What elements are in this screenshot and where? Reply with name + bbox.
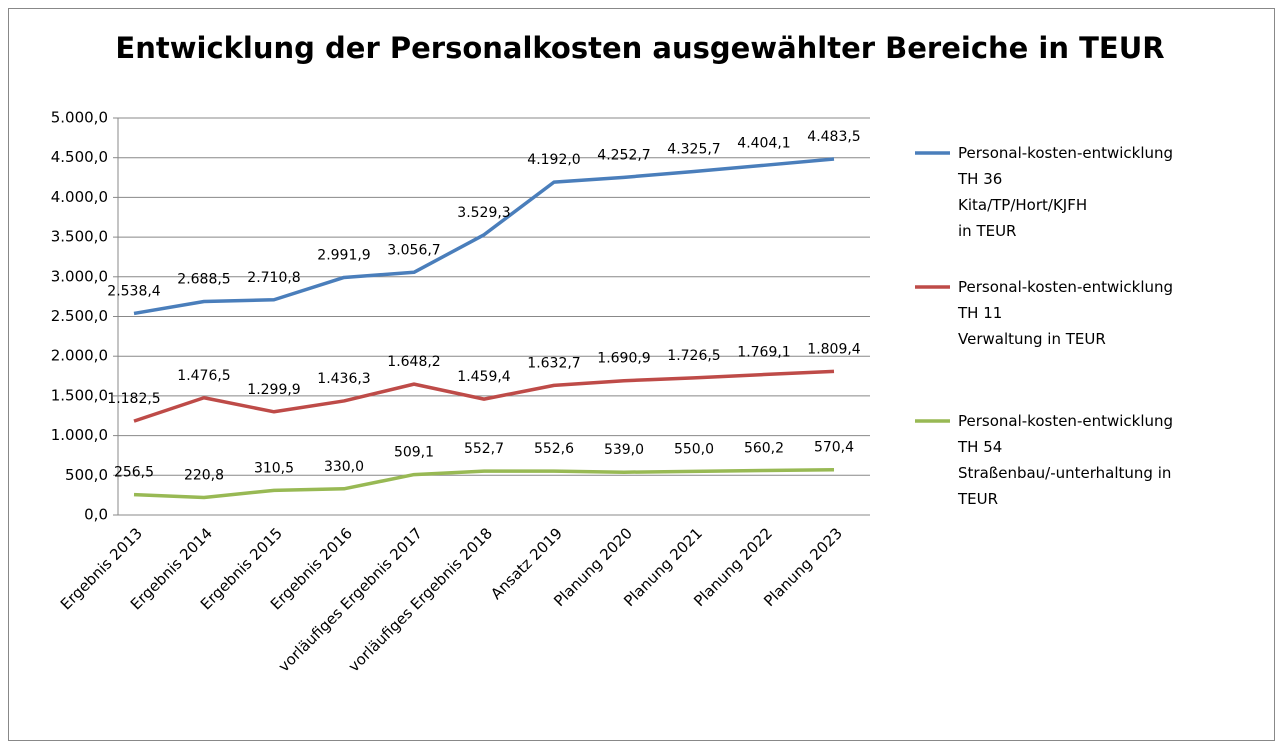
- data-label: 220,8: [184, 467, 224, 483]
- data-label: 4.252,7: [597, 147, 650, 163]
- data-label: 1.648,2: [387, 354, 440, 370]
- data-label: 1.476,5: [177, 368, 230, 384]
- data-label: 552,7: [464, 441, 504, 457]
- y-tick-label: 4.500,0: [51, 148, 108, 166]
- y-tick-label: 5.000,0: [51, 109, 108, 127]
- data-label: 509,1: [394, 445, 434, 461]
- data-label: 2.538,4: [107, 283, 161, 299]
- series-line: [133, 157, 835, 316]
- data-label: 570,4: [814, 440, 854, 456]
- data-label: 1.690,9: [597, 351, 650, 367]
- data-label: 256,5: [114, 465, 154, 481]
- data-label: 1.632,7: [527, 355, 580, 371]
- legend-label: Personal-kosten-entwicklung TH 36 Kita/T…: [958, 144, 1174, 240]
- y-tick-label: 0,0: [84, 506, 108, 524]
- y-tick-label: 3.000,0: [51, 267, 108, 285]
- data-label: 2.710,8: [247, 270, 300, 286]
- data-label: 550,0: [674, 441, 714, 457]
- data-label: 2.991,9: [317, 247, 370, 263]
- y-tick-label: 2.000,0: [51, 347, 108, 365]
- data-label: 2.688,5: [177, 272, 230, 288]
- data-label: 539,0: [604, 442, 644, 458]
- chart-frame: [8, 8, 1275, 741]
- y-tick-label: 4.000,0: [51, 188, 108, 206]
- data-label: 4.483,5: [807, 129, 860, 145]
- data-label: 330,0: [324, 459, 364, 475]
- data-label: 4.404,1: [737, 135, 790, 151]
- data-label: 310,5: [254, 460, 294, 476]
- chart-title: Entwicklung der Personalkosten ausgewähl…: [115, 31, 1164, 65]
- data-label: 4.325,7: [667, 142, 720, 158]
- data-label: 1.809,4: [807, 341, 861, 357]
- series-line: [133, 467, 835, 500]
- y-tick-label: 1.000,0: [51, 426, 108, 444]
- data-label: 560,2: [744, 441, 784, 457]
- legend-label: Personal-kosten-entwicklung TH 54 Straße…: [958, 412, 1174, 508]
- y-tick-label: 3.500,0: [51, 228, 108, 246]
- data-label: 1.459,4: [457, 369, 511, 385]
- data-label: 1.299,9: [247, 382, 300, 398]
- series-line: [133, 369, 835, 423]
- legend-label: Personal-kosten-entwicklung TH 11 Verwal…: [958, 278, 1174, 348]
- y-tick-label: 2.500,0: [51, 307, 108, 325]
- data-label: 1.182,5: [107, 391, 160, 407]
- data-label: 1.726,5: [667, 348, 720, 364]
- y-tick-label: 1.500,0: [51, 386, 108, 404]
- data-label: 1.769,1: [737, 345, 790, 361]
- data-label: 3.056,7: [387, 242, 440, 258]
- data-label: 4.192,0: [527, 152, 580, 168]
- data-label: 1.436,3: [317, 371, 370, 387]
- data-label: 3.529,3: [457, 205, 510, 221]
- y-tick-label: 500,0: [65, 466, 108, 484]
- data-label: 552,6: [534, 441, 574, 457]
